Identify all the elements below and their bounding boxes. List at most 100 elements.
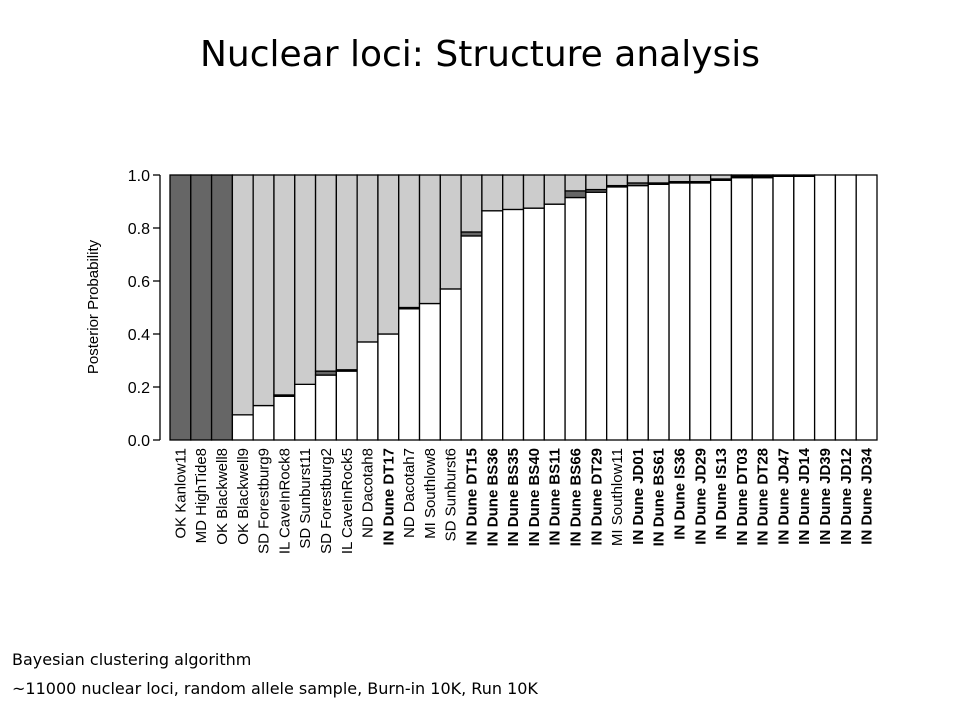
bar-segment — [751, 176, 774, 441]
y-tick-label: 0.0 — [128, 433, 150, 450]
bar-segment — [564, 190, 587, 199]
x-tick-label: IN Dune JD47 — [775, 448, 792, 545]
bar-segment — [314, 174, 337, 372]
bar-segment — [564, 174, 587, 192]
x-tick-label: SD Sunburst6 — [443, 448, 460, 541]
bar-segment — [460, 235, 483, 441]
structure-bar-chart: 0.0 0.2 0.4 0.6 0.8 1.0 OK Kanlow11 MD HighTid… — [85, 168, 878, 554]
bar-segment — [231, 174, 254, 416]
bar-segment — [398, 308, 421, 441]
bar-segment — [543, 174, 566, 205]
bar-segment — [793, 174, 816, 177]
bar-segment — [398, 174, 421, 309]
x-tick-label: MI Southlow8 — [422, 448, 439, 539]
bar-segment — [169, 174, 192, 441]
bar-segment — [502, 174, 525, 211]
x-tick-label: IN Dune DT17 — [380, 448, 397, 546]
bar-segment — [231, 414, 254, 441]
x-tick-label: OK Blackwell9 — [235, 448, 252, 545]
y-axis-label: Posterior Probability — [85, 239, 102, 374]
bar-segment — [294, 174, 317, 386]
bar-segment — [855, 174, 878, 441]
x-tick-label: IN Dune JD14 — [796, 447, 813, 544]
y-tick-label: 0.4 — [128, 327, 150, 344]
bar-segment — [751, 174, 774, 177]
bar-segment — [585, 191, 608, 441]
bar-segment — [730, 174, 753, 177]
bar-segment — [793, 175, 816, 441]
bar-segment — [522, 174, 545, 209]
bar-segment — [273, 174, 296, 396]
bar-segment — [252, 174, 275, 407]
x-tick-label: IN Dune DT15 — [464, 448, 481, 546]
x-tick-label: IN Dune JD01 — [630, 448, 647, 545]
y-tick-label: 0.6 — [128, 274, 150, 291]
y-tick-label: 1.0 — [128, 168, 150, 185]
bar-segment — [834, 174, 857, 441]
caption-algorithm: Bayesian clustering algorithm — [12, 650, 252, 669]
x-tick-label: IL CaveInRock5 — [339, 448, 356, 554]
x-tick-label: IN Dune IS36 — [671, 448, 688, 540]
bar-segment — [647, 183, 670, 441]
bar-segment — [772, 175, 795, 441]
bar-segment — [502, 208, 525, 441]
bar-segment — [418, 302, 441, 441]
x-tick-label: ND Dacotah7 — [401, 448, 418, 538]
bar-segment — [481, 210, 504, 441]
x-tick-label: IN Dune BS61 — [651, 448, 668, 546]
x-tick-label: OK Blackwell8 — [214, 448, 231, 545]
bar-segment — [564, 196, 587, 441]
bar-segment — [626, 184, 649, 441]
y-axis: 0.0 0.2 0.4 0.6 0.8 1.0 — [128, 168, 161, 450]
x-tick-label: IN Dune JD34 — [859, 447, 876, 544]
bar-segment — [481, 174, 504, 212]
bar-segment — [813, 174, 837, 441]
x-tick-label: IN Dune JD39 — [817, 448, 834, 545]
bar-segment — [439, 174, 462, 290]
bar-segment — [543, 203, 566, 441]
bar-segment — [585, 174, 608, 191]
bar-segment — [668, 182, 691, 441]
bar-segment — [689, 174, 712, 183]
bar-segment — [522, 207, 545, 441]
x-tick-label: IL CaveInRock8 — [276, 448, 293, 554]
bar-segment — [626, 174, 649, 184]
x-tick-label: IN Dune BS11 — [547, 448, 564, 546]
x-tick-label: IN Dune JD29 — [692, 448, 709, 545]
bar-segment — [210, 174, 234, 441]
x-tick-label: IN Dune DT28 — [755, 448, 772, 546]
bar-segment — [647, 174, 670, 184]
bar-segment — [710, 179, 733, 441]
bar-segment — [606, 174, 629, 187]
bar-segment — [710, 174, 733, 180]
bar-segment — [252, 404, 275, 441]
bar-segment — [730, 176, 753, 441]
slide-title: Nuclear loci: Structure analysis — [199, 34, 761, 75]
x-tick-label: MI Southlow11 — [609, 448, 626, 546]
x-tick-label: OK Kanlow11 — [172, 448, 189, 539]
x-tick-label: IN Dune JD12 — [838, 448, 855, 545]
x-tick-label: ND Dacotah8 — [360, 448, 377, 538]
bar-segment — [356, 174, 379, 343]
x-tick-label: IN Dune IS13 — [713, 448, 730, 540]
bar-segment — [273, 395, 296, 441]
x-tick-label: SD Forestburg9 — [256, 448, 273, 554]
bar-segment — [356, 341, 379, 441]
x-tick-label: IN Dune BS66 — [567, 448, 584, 546]
y-tick-label: 0.2 — [128, 380, 150, 397]
caption-parameters: ~11000 nuclear loci, random allele sampl… — [12, 679, 538, 698]
bar-segment — [335, 174, 358, 371]
bar-segment — [294, 383, 317, 441]
x-tick-labels: OK Kanlow11 MD HighTide8 OK Blackwell8 OK B… — [172, 447, 875, 554]
bar-segment — [772, 174, 795, 177]
x-tick-label: IN Dune DT03 — [734, 448, 751, 546]
bar-segment — [460, 174, 483, 233]
x-tick-label: MD HighTide8 — [193, 448, 210, 543]
bar-segment — [668, 174, 691, 183]
bar-segment — [377, 333, 400, 441]
bar-segment — [335, 370, 358, 441]
x-tick-label: IN Dune BS35 — [505, 448, 522, 546]
bar-segment — [439, 288, 462, 441]
bar-segment — [377, 174, 400, 335]
x-tick-label: SD Forestburg2 — [318, 448, 335, 554]
